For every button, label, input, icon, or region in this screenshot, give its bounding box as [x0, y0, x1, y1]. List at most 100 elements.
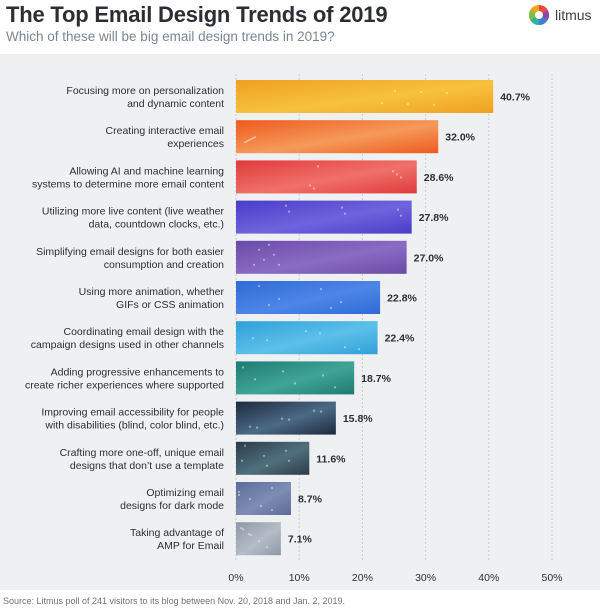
bar-texture-dot — [249, 138, 253, 141]
x-tick-label: 10% — [289, 572, 310, 584]
bar-texture-dot — [247, 139, 251, 142]
bar-texture-dot — [287, 418, 291, 421]
category-label: Optimizing email designs for dark mode — [120, 487, 224, 512]
category-label-line: Allowing AI and machine learning — [69, 165, 224, 177]
bar-texture-dot — [396, 208, 400, 211]
category-label: Using more animation, whether GIFs or CSS… — [79, 286, 225, 311]
category-label-line: with disabilities (blind, color blind, e… — [44, 420, 224, 432]
category-label-line: consumption and creation — [104, 259, 224, 271]
category-label: Crafting more one-off, unique email desig… — [60, 447, 225, 472]
litmus-logo-icon — [528, 4, 550, 26]
value-label: 15.8% — [343, 413, 373, 425]
bar — [236, 281, 381, 314]
bar-texture-dot — [253, 136, 257, 139]
bar-texture-dot — [284, 449, 288, 452]
bar-texture-dot — [253, 378, 257, 381]
bar-texture-dot — [395, 173, 399, 176]
category-label-line: Simplifying email designs for both easie… — [36, 246, 224, 258]
bar — [236, 522, 281, 556]
bar-texture-dot — [248, 497, 252, 501]
category-label-line: Focusing more on personalization — [66, 85, 224, 97]
value-label: 8.7% — [298, 494, 323, 506]
bar-texture-dot — [280, 417, 284, 420]
bar-chart: 40.7% Focusing more on personalization and… — [25, 74, 563, 584]
bar-texture-dot — [333, 386, 337, 389]
bar — [236, 120, 439, 154]
value-label: 22.4% — [385, 333, 415, 345]
category-label-line: Adding progressive enhancements to — [51, 366, 225, 378]
category-label-line: Improving email accessibility for people — [41, 407, 224, 419]
bar-texture-dot — [432, 103, 436, 107]
bar-texture-dot — [380, 101, 384, 105]
bar-texture-dot — [343, 212, 347, 215]
label-layer: 40.7% Focusing more on personalization and… — [25, 85, 531, 552]
bar-texture-dot — [284, 204, 288, 207]
x-tick-label: 40% — [478, 572, 499, 584]
bar-texture-dot — [318, 332, 322, 335]
category-label-line: designs for dark mode — [120, 500, 224, 512]
bar-texture-dot — [319, 287, 323, 291]
bar-texture-dot — [312, 187, 316, 190]
bar-texture-dot — [267, 243, 271, 246]
category-label-line: experiences — [167, 138, 224, 150]
bar-texture-dot — [399, 176, 403, 179]
bar-texture-dot — [277, 263, 281, 266]
bar-texture-dot — [272, 253, 276, 256]
bar-texture-dot — [293, 382, 297, 385]
bar-texture-dot — [340, 206, 344, 209]
bar — [236, 321, 378, 355]
bar — [236, 240, 407, 274]
category-label-line: and dynamic content — [127, 98, 224, 110]
category-label-line: AMP for Email — [157, 540, 224, 552]
category-label-line: Creating interactive email — [106, 125, 224, 137]
bar-texture-dot — [329, 306, 333, 310]
bar-texture-dot — [270, 508, 274, 512]
bar-texture-dot — [248, 425, 252, 428]
bar-texture-dot — [245, 140, 249, 143]
category-label-line: Coordinating email design with the — [63, 326, 224, 338]
category-label-line: designs that don’t use a template — [70, 460, 224, 472]
bar — [236, 200, 412, 234]
bar-texture-dot — [308, 184, 312, 187]
bar — [236, 160, 417, 194]
bar-texture-dot — [262, 454, 266, 457]
category-label-line: create richer experiences where supporte… — [25, 379, 224, 391]
bar-texture-dot — [316, 165, 320, 168]
bar — [236, 401, 336, 435]
bar-texture-dot — [257, 248, 261, 251]
category-label-line: Crafting more one-off, unique email — [60, 447, 224, 459]
value-label: 18.7% — [361, 373, 391, 385]
bar-texture-dot — [267, 303, 271, 307]
bar-texture-dot — [239, 527, 243, 530]
bar — [236, 482, 291, 515]
bar-texture-dot — [445, 91, 449, 95]
bar — [236, 80, 494, 113]
bar-texture-dot — [277, 297, 281, 301]
tick-layer: 0% 10% 20% 30% 40% 50% — [228, 572, 562, 584]
bar-texture-dot — [321, 374, 325, 377]
value-label: 28.6% — [424, 172, 454, 184]
category-label-line: systems to determine more email content — [32, 178, 224, 190]
category-label-line: data, countdown clocks, etc.) — [89, 219, 224, 231]
category-label: Coordinating email design with the campai… — [31, 326, 224, 351]
category-label: Allowing AI and machine learning systems … — [32, 165, 224, 190]
bar-layer — [236, 80, 494, 556]
category-label-line: Utilizing more live content (live weathe… — [42, 206, 225, 218]
bar-texture-dot — [419, 90, 423, 94]
x-tick-label: 30% — [415, 572, 436, 584]
bar-texture-dot — [243, 141, 247, 144]
bar-texture-dot — [287, 459, 291, 462]
bar-texture-dot — [251, 337, 255, 340]
value-label: 27.8% — [419, 212, 449, 224]
bar-texture-dot — [304, 330, 308, 333]
bar-texture-dot — [265, 464, 269, 467]
bar-texture-dot — [391, 170, 395, 173]
bar-texture-dot — [343, 346, 347, 349]
category-label: Simplifying email designs for both easie… — [36, 246, 224, 271]
brand-logo[interactable]: litmus — [528, 4, 594, 26]
value-label: 7.1% — [288, 534, 313, 546]
bar-texture-dot — [240, 459, 244, 462]
category-label: Creating interactive email experiences — [106, 125, 224, 150]
bar-texture-dot — [249, 534, 253, 537]
category-label: Adding progressive enhancements to create… — [25, 366, 224, 391]
